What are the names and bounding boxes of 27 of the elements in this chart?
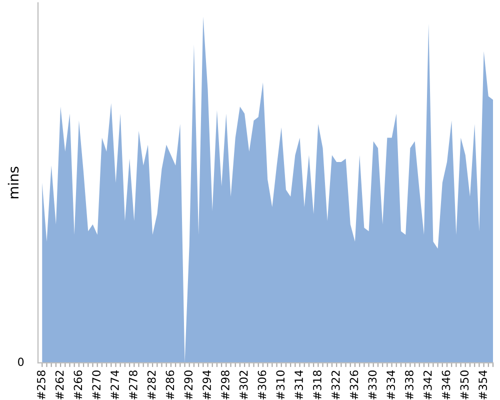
x-tick-label: #326 <box>350 370 358 400</box>
x-tick-label: #318 <box>312 370 322 400</box>
x-tick-label: #262 <box>55 370 64 400</box>
x-tick-label: #286 <box>166 370 174 400</box>
x-tick-label: #270 <box>92 370 101 400</box>
x-tick-label: #290 <box>184 370 193 400</box>
y-axis-title: mins <box>8 166 19 198</box>
x-tick-label: #346 <box>442 370 450 400</box>
x-tick-label: #342 <box>423 370 432 400</box>
x-tick-label: #338 <box>405 370 414 400</box>
x-tick-label: #314 <box>294 370 303 400</box>
x-tick-label: #258 <box>36 370 46 400</box>
text: 0 <box>18 358 24 366</box>
x-tick-label: #278 <box>128 370 138 400</box>
x-tick-label: #282 <box>147 370 156 400</box>
x-tick-label: #298 <box>220 370 230 400</box>
x-tick-label: #322 <box>331 370 340 400</box>
x-tick-label: #330 <box>368 370 377 400</box>
x-tick-label: #334 <box>386 370 396 400</box>
x-tick-label: #350 <box>460 370 469 400</box>
x-tick-label: #310 <box>276 370 285 400</box>
x-tick-label: #302 <box>239 370 248 400</box>
x-tick-label: #266 <box>74 370 82 400</box>
x-tick-label: #274 <box>110 370 119 400</box>
x-tick-label: #294 <box>202 370 211 400</box>
x-tick-label: #306 <box>258 370 266 400</box>
x-tick-label: #354 <box>478 370 488 400</box>
